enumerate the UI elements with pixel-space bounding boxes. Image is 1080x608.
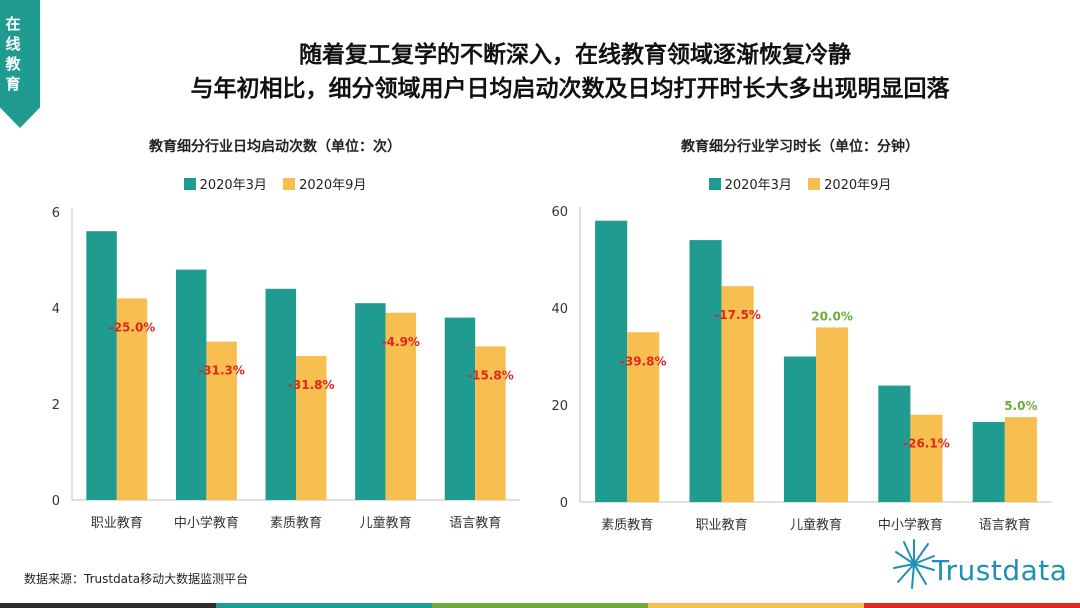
x-tick-label: 中小学教育 bbox=[878, 517, 943, 533]
x-tick-label: 儿童教育 bbox=[790, 517, 842, 533]
legend-item-september: 2020年9月 bbox=[808, 174, 891, 193]
bar-september bbox=[816, 327, 849, 502]
chart-title: 教育细分行业日均启动次数（单位：次） bbox=[149, 139, 401, 155]
y-tick-label: 20 bbox=[551, 399, 568, 414]
y-tick-label: 6 bbox=[52, 206, 60, 221]
change-annotation: -15.8% bbox=[467, 368, 514, 382]
chart-plot: 0 20 40 60 素质教育 -39.8% 职业教育 -17.5% 儿童教育 20.0% 中小学教… bbox=[551, 205, 1052, 533]
bar-september bbox=[721, 286, 754, 502]
y-tick-label: 2 bbox=[52, 398, 60, 413]
bar-september bbox=[1004, 417, 1037, 502]
bar-march bbox=[878, 385, 911, 502]
change-annotation: -25.0% bbox=[109, 320, 156, 334]
change-annotation: -39.8% bbox=[620, 354, 667, 368]
legend-label: 2020年3月 bbox=[724, 178, 792, 193]
launch-count-chart: 教育细分行业日均启动次数（单位：次） 2020年3月 2020年9月 0 2 4 6 职… bbox=[20, 136, 530, 546]
legend-item-march: 2020年3月 bbox=[708, 174, 792, 193]
change-annotation: -17.5% bbox=[714, 308, 761, 322]
bar-march bbox=[265, 288, 296, 500]
bar-september bbox=[627, 332, 660, 502]
bottom-bar-segment bbox=[432, 603, 648, 608]
legend-label: 2020年3月 bbox=[199, 178, 267, 193]
bar-september bbox=[296, 356, 327, 500]
x-tick-label: 素质教育 bbox=[270, 515, 322, 531]
y-tick-label: 4 bbox=[52, 302, 60, 317]
title-line-2: 与年初相比，细分领域用户日均启动次数及日均打开时长大多出现明显回落 bbox=[190, 76, 950, 102]
chart-title: 教育细分行业学习时长（单位：分钟） bbox=[681, 139, 919, 155]
chart-legend: 2020年3月 2020年9月 bbox=[540, 174, 1060, 194]
y-tick-label: 60 bbox=[551, 205, 568, 220]
bar-september bbox=[910, 414, 943, 502]
y-tick-label: 0 bbox=[52, 494, 60, 509]
legend-item-march: 2020年3月 bbox=[183, 174, 267, 193]
legend-swatch-yellow bbox=[283, 177, 296, 190]
bar-march bbox=[355, 303, 386, 500]
bar-march bbox=[595, 220, 628, 502]
bottom-color-bar bbox=[0, 603, 1080, 608]
change-annotation: -31.8% bbox=[288, 378, 335, 392]
bar-march bbox=[783, 356, 816, 502]
bar-march bbox=[972, 421, 1005, 502]
y-tick-label: 0 bbox=[560, 496, 568, 511]
bottom-bar-segment bbox=[864, 603, 1080, 608]
bar-september bbox=[475, 346, 506, 500]
legend-swatch-yellow bbox=[808, 177, 821, 190]
x-tick-label: 语言教育 bbox=[449, 515, 501, 531]
x-tick-label: 儿童教育 bbox=[360, 515, 412, 531]
bottom-bar-segment bbox=[648, 603, 864, 608]
title-line-1: 随着复工复学的不断深入，在线教育领域逐渐恢复冷静 bbox=[299, 42, 851, 68]
legend-swatch-teal bbox=[708, 177, 721, 190]
legend-item-september: 2020年9月 bbox=[283, 174, 366, 193]
bar-september bbox=[206, 341, 237, 500]
chart-legend: 2020年3月 2020年9月 bbox=[20, 174, 530, 194]
change-annotation: 20.0% bbox=[811, 309, 853, 323]
legend-label: 2020年9月 bbox=[824, 178, 892, 193]
bar-september bbox=[116, 298, 148, 500]
x-tick-label: 语言教育 bbox=[979, 517, 1031, 533]
y-tick-label: 40 bbox=[551, 302, 568, 317]
trustdata-logo: Trustdata bbox=[892, 534, 1072, 594]
x-tick-label: 职业教育 bbox=[91, 515, 143, 531]
change-annotation: -4.9% bbox=[382, 335, 420, 349]
data-source-note: 数据来源：Trustdata移动大数据监测平台 bbox=[24, 572, 249, 586]
starburst-logo-icon bbox=[893, 539, 935, 589]
bar-march bbox=[689, 240, 722, 502]
x-tick-label: 中小学教育 bbox=[174, 515, 239, 531]
section-tag: 在线教育 bbox=[0, 0, 40, 128]
bar-march bbox=[444, 317, 476, 500]
section-tag-label: 在线教育 bbox=[5, 15, 21, 93]
study-duration-chart: 教育细分行业学习时长（单位：分钟） 2020年3月 2020年9月 0 20 40 6… bbox=[540, 136, 1060, 546]
bar-september bbox=[385, 312, 417, 500]
x-tick-label: 素质教育 bbox=[601, 517, 653, 533]
legend-swatch-teal bbox=[183, 177, 196, 190]
legend-label: 2020年9月 bbox=[299, 178, 367, 193]
bar-march bbox=[86, 231, 117, 500]
chart-plot: 0 2 4 6 职业教育 -25.0% 中小学教育 -31.3% 素质教育 -31.8% 儿童教育 -… bbox=[52, 206, 520, 531]
logo-text: Trustdata bbox=[932, 554, 1068, 587]
change-annotation: 5.0% bbox=[1004, 399, 1037, 413]
change-annotation: -26.1% bbox=[903, 437, 950, 451]
bar-march bbox=[175, 269, 207, 500]
page-title: 随着复工复学的不断深入，在线教育领域逐渐恢复冷静 与年初相比，细分领域用户日均启… bbox=[0, 38, 1080, 106]
bottom-bar-segment bbox=[0, 603, 216, 608]
x-tick-label: 职业教育 bbox=[696, 517, 748, 533]
change-annotation: -31.3% bbox=[198, 364, 245, 378]
bottom-bar-segment bbox=[216, 603, 432, 608]
